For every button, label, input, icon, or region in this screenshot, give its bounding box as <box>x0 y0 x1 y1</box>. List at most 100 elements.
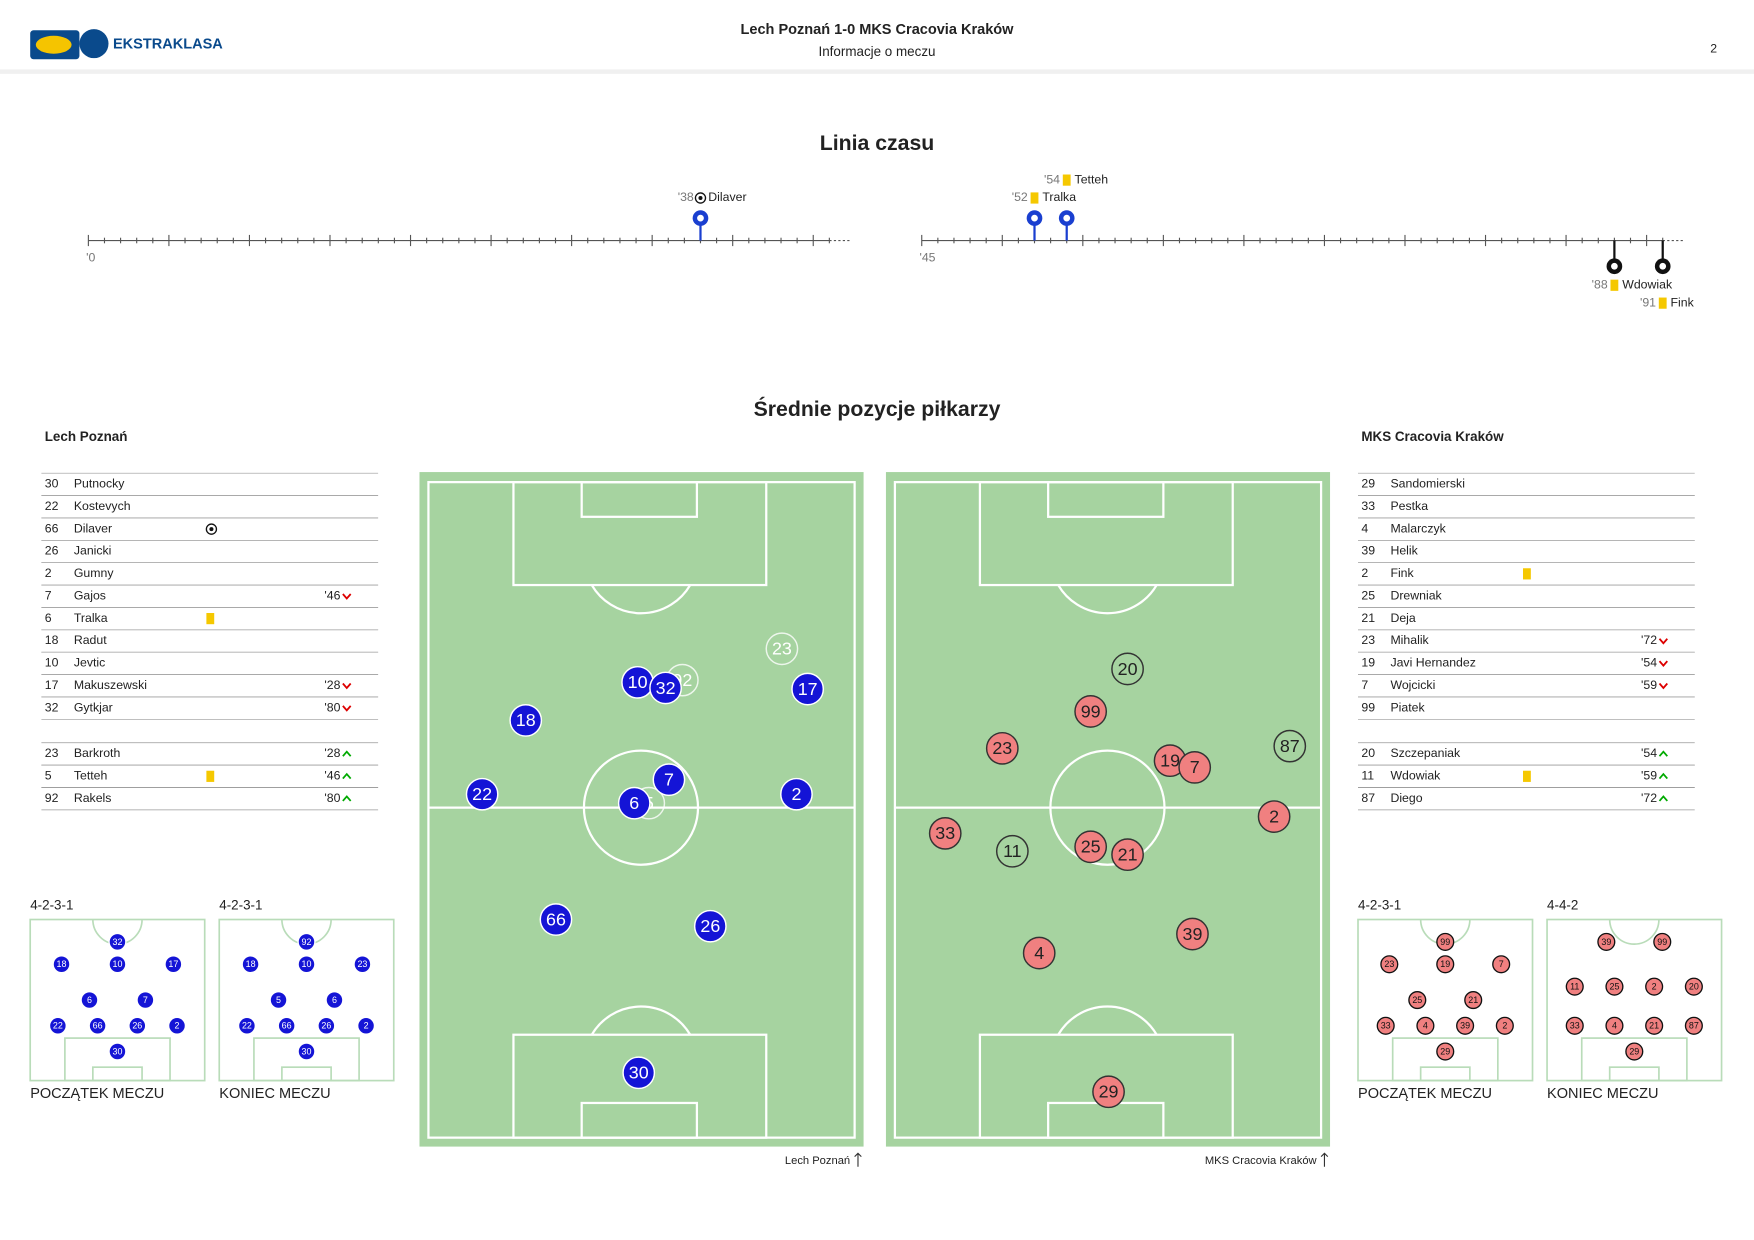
formation-marker <box>136 990 155 1010</box>
player-marker-number: 19 <box>1160 751 1180 771</box>
sub-in-arrow <box>342 750 352 757</box>
formation-number: 26 <box>132 1021 142 1031</box>
player-number: 66 <box>45 521 59 535</box>
formation-number: 17 <box>168 959 178 969</box>
formation-marker <box>353 955 372 974</box>
player-number: 2 <box>1361 566 1368 580</box>
match-title: Lech Poznań 1-0 MKS Cracovia Kraków <box>741 22 1015 38</box>
player-marker-number: 32 <box>656 678 676 698</box>
formation-number: 92 <box>302 937 312 947</box>
player-name: Jevtic <box>74 656 105 670</box>
logo-text: EKSTRAKLASA <box>113 37 223 53</box>
formation-marker <box>1376 1016 1395 1035</box>
formation-marker <box>1605 1016 1624 1035</box>
sub-out-arrow <box>1658 682 1668 690</box>
pitch-line <box>580 481 699 518</box>
player-number: 99 <box>1361 700 1375 714</box>
player-name: Barkroth <box>74 746 121 760</box>
formation-marker <box>1408 990 1427 1010</box>
formation-marker <box>297 1042 316 1061</box>
player-marker-number: 39 <box>1183 924 1203 944</box>
formation-number: 2 <box>175 1021 180 1031</box>
formation-marker <box>52 955 71 974</box>
player-number: 22 <box>45 499 59 513</box>
sub-minute: '46 <box>324 588 340 602</box>
formation-number: 21 <box>1649 1021 1659 1031</box>
player-number: 26 <box>45 544 59 558</box>
sub-minute: '28 <box>324 678 340 692</box>
formation-marker <box>297 932 316 951</box>
event-minute: '91 <box>1640 295 1656 309</box>
player-marker-number: 17 <box>798 679 818 699</box>
event-pin-hole <box>1063 214 1071 222</box>
sub-out-arrow <box>342 705 352 712</box>
player-marker-number: 25 <box>1081 837 1101 857</box>
player-marker-number: 18 <box>516 710 536 730</box>
sub-minute: '59 <box>1641 769 1657 783</box>
player-name: Dilaver <box>74 521 112 535</box>
logo-ball <box>79 29 109 59</box>
player-name: Gumny <box>74 566 114 580</box>
formation-number: 7 <box>1499 959 1504 969</box>
player-name: Putnocky <box>74 477 125 491</box>
event-minute: '54 <box>1044 172 1060 186</box>
player-number: 30 <box>45 477 59 491</box>
formation-marker <box>1625 1042 1644 1061</box>
player-number: 33 <box>1361 499 1375 513</box>
player-marker <box>622 1056 656 1090</box>
yellow-card <box>1030 192 1039 204</box>
event-pin-hole <box>697 214 704 222</box>
yellow-card <box>206 613 215 625</box>
pitch-line <box>590 1005 692 1036</box>
pitch-line <box>1057 584 1158 615</box>
sub-minute: '80 <box>324 700 340 714</box>
player-marker-number: 26 <box>700 916 720 936</box>
player-marker-number: 21 <box>1118 844 1138 864</box>
sub-minute: '54 <box>1641 746 1657 760</box>
yellow-card <box>1062 174 1071 186</box>
timeline-title: Linia czasu <box>820 131 935 155</box>
positions-title: Średnie pozycje piłkarzy <box>754 396 1001 421</box>
yellow-card <box>1610 279 1619 291</box>
formation-marker <box>277 1016 296 1035</box>
player-name: Rakels <box>74 791 112 805</box>
formation-number: 26 <box>321 1021 331 1031</box>
player-marker <box>652 763 686 797</box>
player-marker <box>1178 750 1212 784</box>
player-marker <box>465 777 499 811</box>
player-number: 23 <box>45 746 59 760</box>
pitch-line <box>1057 1005 1158 1036</box>
formation-number: 66 <box>282 1021 292 1031</box>
mini-pitch-line <box>1608 1066 1660 1082</box>
player-name: Fink <box>1390 566 1414 580</box>
formation-marker <box>1565 1016 1584 1035</box>
player-number: 29 <box>1361 477 1375 491</box>
player-number: 7 <box>1361 678 1368 692</box>
player-name: Malarczyk <box>1390 521 1446 535</box>
event-pin-hole <box>1659 262 1667 270</box>
formation-number: 22 <box>53 1021 63 1031</box>
header-bar <box>0 0 1754 70</box>
player-name: Janicki <box>74 544 112 558</box>
formation-marker <box>1684 1016 1703 1035</box>
formation-marker <box>317 1016 336 1035</box>
formation-marker <box>1456 1016 1475 1035</box>
formation-number: 19 <box>1440 959 1450 969</box>
player-number: 5 <box>45 769 52 783</box>
formation-caption: POCZĄTEK MECZU <box>30 1086 164 1102</box>
formation-marker <box>1645 977 1664 996</box>
sub-in-arrow <box>342 795 352 802</box>
formation-number: 4 <box>1423 1021 1428 1031</box>
formation-number: 33 <box>1570 1021 1580 1031</box>
formation-number: 20 <box>1689 982 1699 992</box>
formation-number: 2 <box>1652 982 1657 992</box>
formation-marker <box>167 1016 187 1035</box>
formation-number: 23 <box>1384 959 1394 969</box>
player-marker <box>1092 1075 1125 1109</box>
event-player: Fink <box>1671 295 1695 309</box>
formation-number: 21 <box>1468 995 1478 1005</box>
sub-minute: '72 <box>1641 791 1657 805</box>
player-name: Wdowiak <box>1390 769 1441 783</box>
player-number: 11 <box>1361 769 1374 783</box>
